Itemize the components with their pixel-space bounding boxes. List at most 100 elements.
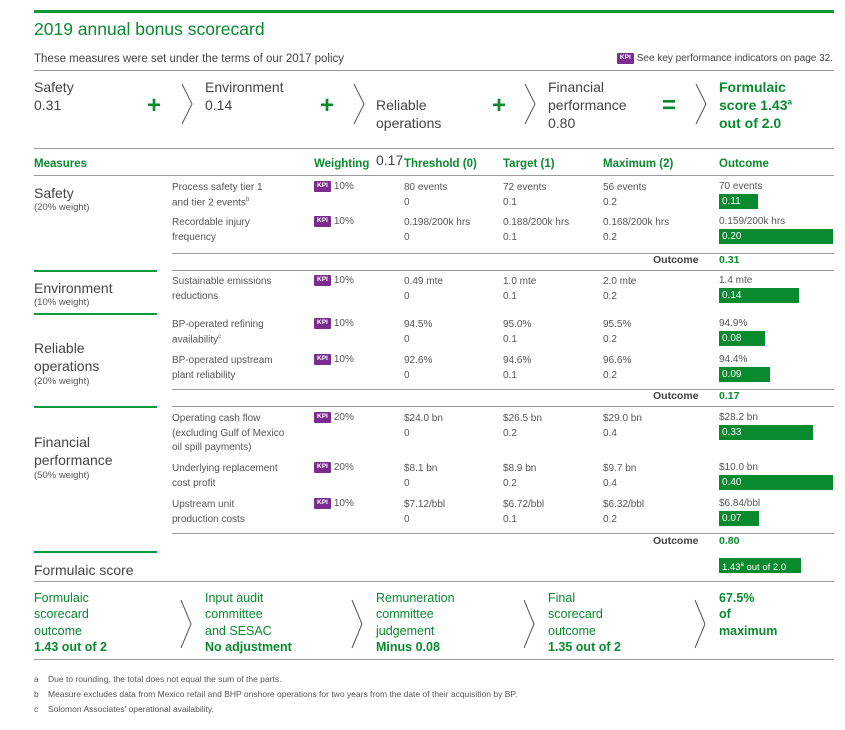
summary-label: Environment: [205, 79, 284, 95]
target-value: 72 events: [503, 182, 547, 193]
maximum-cell: $6.32/bbl 0.2: [603, 498, 644, 527]
target-cell: 72 events 0.1: [503, 181, 546, 210]
section-safety: Safety (20% weight): [34, 184, 89, 215]
target-value: $6.72/bbl: [503, 499, 545, 510]
threshold-score: 0: [404, 513, 410, 525]
threshold-value: $24.0 bn: [404, 413, 443, 424]
measure-text: Sustainable emissions reductions: [172, 276, 272, 302]
maximum-cell: 95.5% 0.2: [603, 318, 631, 347]
target-value: $26.5 bn: [503, 413, 542, 424]
measure-name: BP-operated upstream plant reliability: [172, 354, 273, 383]
target-score: 0.1: [503, 196, 517, 208]
section-weight: (10% weight): [34, 297, 90, 309]
footnote-text: Measure excludes data from Mexico retail…: [48, 689, 518, 699]
threshold-cell: 94.5% 0: [404, 318, 432, 347]
kpi-badge: KPI: [314, 318, 331, 329]
summary-formulaic-score: Formulaic score 1.43a out of 2.0: [719, 78, 792, 133]
kpi-badge: KPI: [314, 412, 331, 423]
target-cell: $26.5 bn 0.2: [503, 412, 542, 441]
footnote-text: Solomon Associates' operational availabi…: [48, 704, 214, 714]
target-cell: $8.9 bn 0.2: [503, 462, 536, 491]
outcome-score-bar: 0.07: [719, 511, 759, 526]
chevron-icon: [695, 83, 707, 125]
kpi-badge: KPI: [314, 462, 331, 473]
footnote-mark: a: [740, 562, 744, 568]
maximum-value: $29.0 bn: [603, 413, 642, 424]
target-score: 0.1: [503, 369, 517, 381]
bottom-step-value: 67.5% of maximum: [719, 591, 778, 638]
maximum-cell: 56 events 0.2: [603, 181, 646, 210]
bottom-step: Final scorecard outcome 1.35 out of 2: [548, 590, 621, 655]
formulaic-score-badge: 1.43a out of 2.0: [719, 558, 801, 573]
maximum-value: 2.0 mte: [603, 276, 637, 287]
threshold-cell: 0.49 mte 0: [404, 275, 443, 304]
threshold-value: 80 events: [404, 182, 448, 193]
threshold-cell: $24.0 bn 0: [404, 412, 443, 441]
divider: [34, 659, 834, 660]
target-score: 0.2: [503, 427, 517, 439]
weight-value: 10%: [333, 318, 354, 329]
measure-text: BP-operated refining availability: [172, 319, 264, 345]
section-name: Safety: [34, 185, 74, 201]
bottom-step: 67.5% of maximum: [719, 590, 777, 639]
outcome-value: $10.0 bn: [719, 462, 758, 473]
bottom-step: Input audit committee and SESAC No adjust…: [205, 590, 292, 655]
threshold-score: 0: [404, 427, 410, 439]
target-value: $8.9 bn: [503, 463, 537, 474]
outcome-score-bar: 0.08: [719, 331, 765, 346]
target-cell: 0.188/200k hrs 0.1: [503, 216, 569, 245]
section-reliable: Reliable operations (20% weight): [34, 321, 99, 406]
threshold-cell: 80 events 0: [404, 181, 447, 210]
summary-value: 0.17: [376, 151, 404, 168]
kpi-note-text: See key performance indicators on page 3…: [636, 53, 833, 64]
outcome-value: $28.2 bn: [719, 412, 758, 423]
outcome-value: $6.84/bbl: [719, 498, 761, 509]
maximum-score: 0.4: [603, 477, 617, 489]
divider: [172, 533, 834, 534]
threshold-value: 0.198/200k hrs: [404, 217, 471, 228]
summary-reliable: Reliable operations 0.17: [376, 78, 441, 187]
divider: [34, 581, 834, 582]
bottom-step-value: Minus 0.08: [376, 639, 440, 654]
weighting-cell: KPI 10%: [314, 318, 354, 329]
kpi-badge: KPI: [314, 181, 331, 192]
divider: [34, 70, 834, 71]
outcome-score-bar: 0.09: [719, 367, 770, 382]
measure-text: Underlying replacement cost profit: [172, 463, 278, 489]
section-environment: Environment (10% weight): [34, 279, 113, 310]
chevron-icon: [353, 83, 365, 125]
chevron-icon: [524, 83, 536, 125]
target-value: 1.0 mte: [503, 276, 537, 287]
divider: [172, 253, 834, 254]
section-name: Reliable operations: [34, 340, 100, 375]
footnote-mark: a: [787, 97, 792, 107]
maximum-value: 96.6%: [603, 355, 632, 366]
threshold-score: 0: [404, 196, 410, 208]
bottom-step-text: Final scorecard outcome: [548, 591, 603, 638]
section-weight: (50% weight): [34, 469, 90, 481]
summary-final-line2: score 1.43: [719, 97, 788, 114]
target-score: 0.2: [503, 477, 517, 489]
threshold-score: 0: [404, 333, 410, 345]
target-cell: 95.0% 0.1: [503, 318, 531, 347]
outcome-score-bar: 0.14: [719, 288, 799, 303]
measure-name: Sustainable emissions reductions: [172, 275, 272, 304]
section-name: Environment: [34, 280, 113, 296]
outcome-label: Outcome: [653, 254, 699, 266]
bottom-step-value: 1.35 out of 2: [548, 639, 621, 654]
maximum-cell: 0.168/200k hrs 0.2: [603, 216, 669, 245]
threshold-cell: $7.12/bbl 0: [404, 498, 445, 527]
target-value: 0.188/200k hrs: [503, 217, 570, 228]
weight-value: 10%: [333, 181, 354, 192]
outcome-score-bar: 0.11: [719, 194, 758, 209]
subtitle: These measures were set under the terms …: [34, 53, 345, 65]
maximum-value: 56 events: [603, 182, 647, 193]
footnote-c: c Solomon Associates' operational availab…: [34, 704, 214, 714]
header-outcome: Outcome: [719, 158, 769, 170]
threshold-cell: 0.198/200k hrs 0: [404, 216, 470, 245]
outcome-value: 0.159/200k hrs: [719, 216, 786, 227]
section-rule: [34, 270, 157, 272]
weighting-cell: KPI 20%: [314, 412, 354, 423]
maximum-score: 0.2: [603, 196, 617, 208]
measure-name: BP-operated refining availabilityc: [172, 318, 264, 347]
